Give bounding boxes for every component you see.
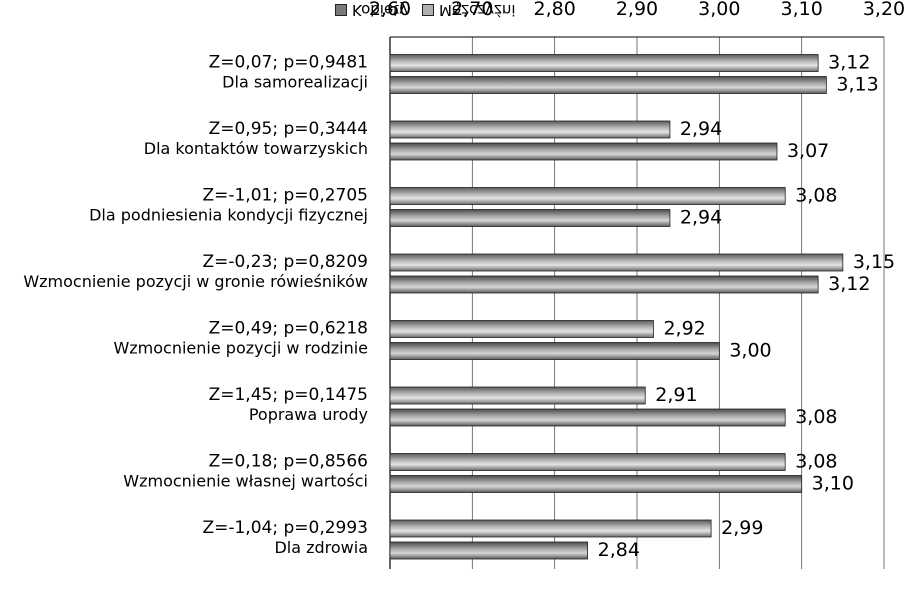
data-label-mezczyzni-5: 3,08 [795, 185, 837, 207]
legend-swatch-mezczyzni [421, 4, 434, 16]
bar-mezczyzni-4 [389, 253, 844, 272]
bar-mezczyzni-5 [389, 187, 786, 205]
x-tick-label-1: 2,70 [451, 0, 493, 20]
category-label-1: Wzmocnienie własnej wartości [123, 472, 368, 491]
bar-kobiety-6 [389, 142, 778, 161]
stats-label-0: Z=-1,04; p=0,2993 [202, 518, 368, 538]
bar-mezczyzni-1 [389, 453, 786, 471]
legend-item-mezczyzni: Mężczyźni [421, 1, 516, 19]
data-label-mezczyzni-4: 3,15 [853, 251, 895, 273]
legend-label-mezczyzni: Mężczyźni [438, 1, 516, 19]
stats-label-6: Z=0,95; p=0,3444 [209, 119, 368, 139]
x-tick-label-0: 2,60 [369, 0, 411, 20]
bar-mezczyzni-2 [389, 386, 646, 405]
data-label-kobiety-7: 3,13 [836, 74, 878, 96]
x-tick-label-5: 3,10 [781, 0, 823, 20]
data-label-kobiety-6: 3,07 [787, 140, 829, 162]
bar-kobiety-2 [389, 408, 786, 427]
bar-mezczyzni-6 [389, 120, 671, 139]
data-label-kobiety-0: 2,84 [598, 539, 640, 561]
x-tick-label-4: 3,00 [698, 0, 740, 20]
data-label-mezczyzni-0: 2,99 [721, 517, 763, 539]
stats-label-7: Z=0,07; p=0,9481 [209, 53, 368, 73]
bar-kobiety-4 [389, 275, 819, 294]
bar-kobiety-5 [389, 209, 671, 227]
x-tick-label-3: 2,90 [616, 0, 658, 20]
legend-swatch-kobiety [335, 4, 347, 16]
data-label-kobiety-5: 2,94 [680, 207, 722, 229]
data-label-mezczyzni-1: 3,08 [795, 451, 837, 473]
legend-item-kobiety: Kobiety [335, 1, 408, 19]
stats-label-2: Z=1,45; p=0,1475 [209, 385, 368, 405]
stats-label-5: Z=-1,01; p=0,2705 [202, 186, 368, 206]
data-label-mezczyzni-2: 2,91 [655, 384, 697, 406]
category-label-5: Dla podniesienia kondycji fizycznej [89, 206, 368, 225]
bar-mezczyzni-3 [389, 320, 654, 338]
data-label-mezczyzni-3: 2,92 [663, 318, 705, 340]
stats-label-4: Z=-0,23; p=0,8209 [202, 252, 368, 272]
category-label-4: Wzmocnienie pozycji w gronie rówieśników [23, 272, 368, 291]
data-label-kobiety-4: 3,12 [828, 273, 870, 295]
data-label-mezczyzni-7: 3,12 [828, 52, 870, 74]
bar-kobiety-1 [389, 475, 803, 493]
legend-label-kobiety: Kobiety [352, 1, 408, 19]
category-label-0: Dla zdrowia [274, 538, 368, 557]
bar-kobiety-7 [389, 76, 827, 94]
data-label-kobiety-2: 3,08 [795, 406, 837, 428]
x-tick-label-6: 3,20 [863, 0, 905, 20]
bar-mezczyzni-7 [389, 54, 819, 72]
x-tick-label-2: 2,80 [534, 0, 576, 20]
data-label-mezczyzni-6: 2,94 [680, 118, 722, 140]
bar-kobiety-0 [389, 541, 589, 560]
legend: Kobiety Mężczyźni [335, 0, 516, 20]
category-label-7: Dla samorealizacji [222, 73, 368, 92]
category-label-6: Dla kontaktów towarzyskich [144, 139, 368, 158]
data-label-kobiety-3: 3,00 [729, 340, 771, 362]
category-label-2: Poprawa urody [249, 405, 368, 424]
bar-kobiety-3 [389, 342, 720, 360]
category-label-3: Wzmocnienie pozycji w rodzinie [113, 339, 368, 358]
stats-label-3: Z=0,49; p=0,6218 [209, 319, 368, 339]
data-label-kobiety-1: 3,10 [812, 473, 854, 495]
stats-label-1: Z=0,18; p=0,8566 [209, 452, 368, 472]
bar-mezczyzni-0 [389, 519, 712, 538]
